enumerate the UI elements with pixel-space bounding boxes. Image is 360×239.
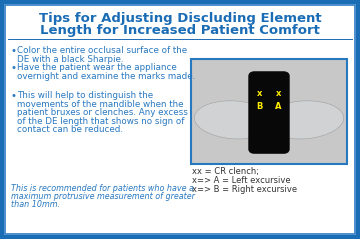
Text: x: x (276, 89, 281, 98)
Text: x=> B = Right excursive: x=> B = Right excursive (192, 185, 297, 194)
Text: of the DE length that shows no sign of: of the DE length that shows no sign of (17, 116, 184, 125)
Text: Have the patient wear the appliance: Have the patient wear the appliance (17, 63, 177, 72)
Text: than 10mm.: than 10mm. (11, 200, 60, 209)
Text: maximum protrusive measurement of greater: maximum protrusive measurement of greate… (11, 192, 195, 201)
Text: •: • (11, 63, 17, 73)
Text: patient bruxes or clenches. Any excess: patient bruxes or clenches. Any excess (17, 108, 188, 117)
Ellipse shape (194, 101, 275, 139)
Text: overnight and examine the marks made.: overnight and examine the marks made. (17, 71, 195, 81)
Text: A: A (275, 102, 282, 111)
FancyBboxPatch shape (249, 72, 289, 153)
Text: movements of the mandible when the: movements of the mandible when the (17, 99, 184, 109)
Text: Color the entire occlusal surface of the: Color the entire occlusal surface of the (17, 46, 187, 55)
Text: Length for Increased Patient Comfort: Length for Increased Patient Comfort (40, 23, 320, 37)
Ellipse shape (252, 96, 286, 127)
Text: B: B (256, 102, 263, 111)
Text: This is recommended for patients who have a: This is recommended for patients who hav… (11, 184, 194, 193)
Text: This will help to distinguish the: This will help to distinguish the (17, 91, 153, 100)
Text: x: x (257, 89, 262, 98)
Bar (191, 59, 347, 164)
Ellipse shape (263, 101, 344, 139)
Text: DE with a black Sharpie.: DE with a black Sharpie. (17, 54, 123, 64)
Text: contact can be reduced.: contact can be reduced. (17, 125, 123, 134)
Text: •: • (11, 91, 17, 101)
Text: xx = CR clench;: xx = CR clench; (192, 167, 259, 176)
Text: •: • (11, 46, 17, 56)
Text: Tips for Adjusting Discluding Element: Tips for Adjusting Discluding Element (39, 11, 321, 25)
Text: x=> A = Left excursive: x=> A = Left excursive (192, 176, 291, 185)
